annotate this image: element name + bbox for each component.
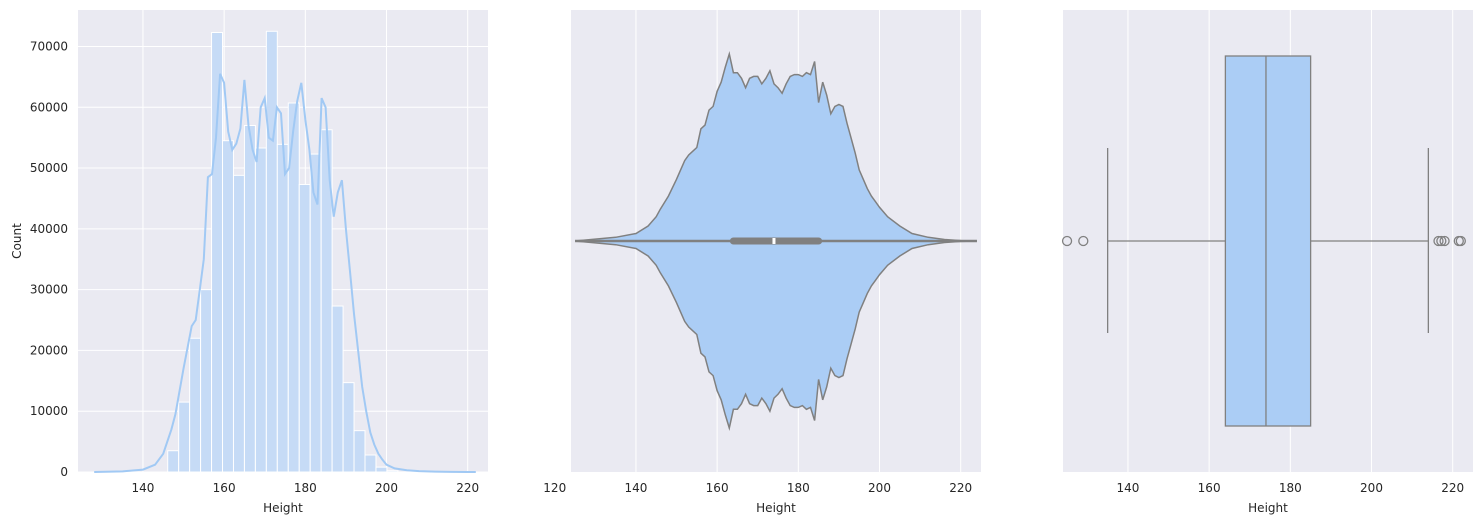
histogram-bar [364,454,377,473]
violin-median-marker [772,238,776,244]
histogram-bar [178,401,191,473]
histogram-bar [276,143,289,473]
violin-x-tick-labels: 120 140 160 180 200 220 [543,481,972,495]
boxplot-outlier-point [1433,235,1444,247]
boxplot-x-tick-label: 220 [1441,481,1464,495]
boxplot-outliers [1061,235,1466,247]
boxplot-outlier-point [1455,235,1466,247]
histogram-bar [265,30,278,473]
violin-x-tick-label: 200 [868,481,891,495]
histogram-bar [386,470,399,473]
histogram-y-tick-label: 60000 [30,100,68,114]
histogram-y-axis-label: Count [10,223,24,259]
histogram-y-tick-label: 20000 [30,343,68,357]
violin-x-tick-label: 140 [624,481,647,495]
histogram-x-axis-label: Height [263,501,303,515]
boxplot-x-tick-labels: 140 160 180 200 220 [1116,481,1464,495]
violin-x-tick-label: 120 [543,481,566,495]
violin-x-axis-label: Height [756,501,796,515]
boxplot-x-tick-label: 200 [1360,481,1383,495]
histogram-bar [331,305,344,473]
histogram-y-tick-label: 10000 [30,404,68,418]
histogram-y-tick-label: 70000 [30,39,68,53]
boxplot-x-tick-label: 180 [1279,481,1302,495]
histogram-bar [342,382,355,473]
histogram-bar [375,466,388,473]
boxplot-outlier-point [1439,235,1450,247]
boxplot-x-tick-label: 160 [1198,481,1221,495]
histogram-y-tick-label: 30000 [30,283,68,297]
histogram-x-tick-labels: 140 160 180 200 220 [131,481,479,495]
histogram-y-tick-label: 40000 [30,222,68,236]
histogram-bar [254,147,267,473]
histogram-bar [167,450,180,473]
histogram-bars [167,30,399,473]
histogram-x-tick-label: 180 [294,481,317,495]
violin-x-tick-label: 180 [787,481,810,495]
boxplot-panel: 140 160 180 200 220 Height [1061,10,1473,515]
boxplot-outlier-point [1061,235,1073,247]
histogram-x-tick-label: 160 [213,481,236,495]
histogram-y-tick-label: 50000 [30,161,68,175]
histogram-bar [353,430,366,473]
histogram-bar [243,125,256,473]
histogram-x-tick-label: 200 [375,481,398,495]
boxplot-x-tick-label: 140 [1116,481,1139,495]
histogram-bar [298,183,311,473]
histogram-bar [222,140,234,473]
histogram-x-tick-label: 220 [456,481,479,495]
boxplot-box [1224,55,1312,427]
histogram-bar [232,174,245,473]
histogram-bar [211,31,224,473]
histogram-y-tick-labels: 0 10000 20000 30000 40000 50000 60000 70000 [30,39,68,479]
violin-panel: 120 140 160 180 200 220 Height [543,10,981,515]
histogram-panel: 140 160 180 200 220 0 10000 20000 30000 40000 500… [10,10,488,515]
boxplot-x-axis-label: Height [1248,501,1288,515]
histogram-bar [189,337,202,473]
histogram-x-tick-label: 140 [131,481,154,495]
histogram-y-tick-label: 0 [60,465,68,479]
histogram-kde-line [94,73,476,473]
boxplot-outlier-point [1078,235,1089,247]
histogram-bar [200,289,213,473]
violin-x-tick-label: 220 [949,481,972,495]
violin-x-tick-label: 160 [706,481,729,495]
boxplot-outlier-point [1436,235,1447,247]
